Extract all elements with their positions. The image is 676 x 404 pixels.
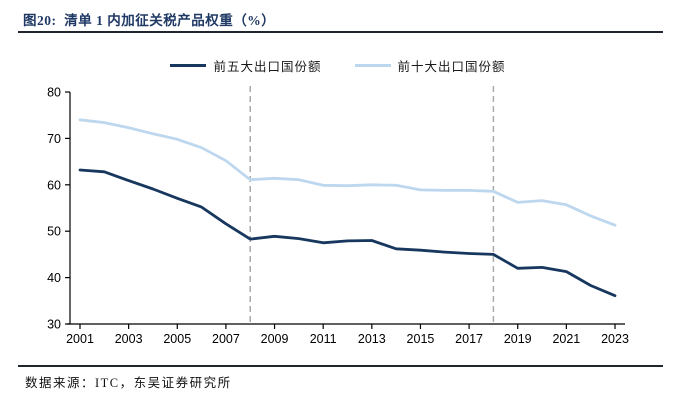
chart-canvas: 30 40 50 60 70 80 2001 2003 2005 2007 2009 2011 2013…: [47, 86, 629, 347]
y-tick-label: 30: [47, 318, 61, 332]
x-tick-label: 2003: [115, 332, 143, 346]
y-tick-label: 50: [47, 225, 61, 239]
legend-line-swatch-dark: [170, 63, 207, 67]
x-tick-label: 2021: [552, 332, 580, 346]
figure-title: 图20: 清单 1 内加征关税产品权重（%）: [23, 13, 276, 28]
x-tick-label: 2005: [163, 332, 191, 346]
y-tick-label: 40: [47, 271, 61, 285]
legend-label-top10: 前十大出口国份额: [397, 59, 506, 74]
data-source: 数据来源：ITC，东吴证券研究所: [25, 376, 232, 390]
y-tick-label: 80: [47, 86, 61, 100]
x-tick-label: 2011: [310, 332, 337, 346]
y-tick-label: 70: [47, 132, 61, 146]
x-tick-label: 2017: [455, 332, 483, 346]
x-tick-label: 2023: [601, 332, 629, 346]
series-line-1: [78, 118, 617, 227]
title-divider: [18, 31, 663, 33]
line-chart: 30 40 50 60 70 80 2001 2003 2005 2007 2009 2011 2013…: [0, 84, 676, 360]
legend-line-swatch-light: [354, 63, 391, 67]
x-tick-label: 2001: [66, 332, 94, 346]
x-tick-label: 2009: [261, 332, 289, 346]
x-tick-label: 2007: [212, 332, 240, 346]
y-tick-label: 60: [47, 178, 61, 192]
footer-divider: [18, 365, 663, 367]
x-tick-label: 2015: [407, 332, 435, 346]
legend-item-top10: 前十大出口国份额: [354, 56, 506, 75]
legend-item-top5: 前五大出口国份额: [170, 56, 321, 75]
x-tick-label: 2019: [504, 332, 532, 346]
chart-legend: 前五大出口国份额 前十大出口国份额: [0, 56, 676, 74]
x-tick-label: 2013: [358, 332, 386, 346]
series-line-0: [78, 168, 617, 298]
legend-label-top5: 前五大出口国份额: [213, 59, 322, 74]
